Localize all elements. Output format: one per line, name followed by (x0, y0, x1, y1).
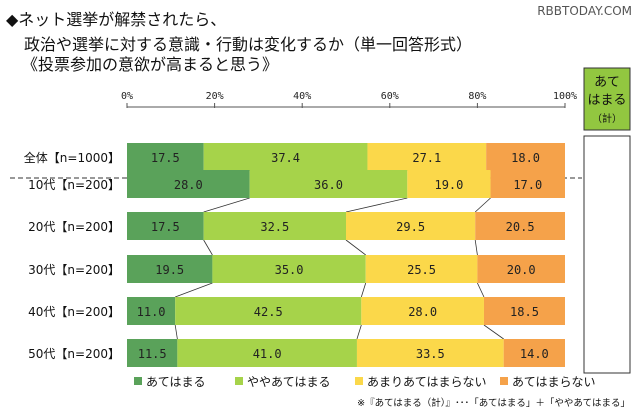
bar-segment (346, 212, 476, 240)
data-label: 29.5 (396, 220, 425, 234)
connector-line (474, 197, 491, 213)
data-label: 36.0 (314, 178, 343, 192)
connector-line (175, 282, 213, 298)
data-label: 17.5 (151, 220, 180, 234)
x-tick-label: 0% (121, 91, 133, 102)
watermark: RBBTODAY.COM (537, 4, 632, 18)
bar-segment (486, 143, 565, 171)
data-label: 28.0 (408, 305, 437, 319)
bar-segment (361, 297, 484, 325)
data-label: 11.0 (137, 305, 166, 319)
legend-label: あてはまる (146, 375, 206, 389)
chart-title-line2: 政治や選挙に対する意識・行動は変化するか（単一回答形式） (24, 35, 473, 54)
bar-segment (127, 170, 250, 198)
legend-label: あてはまらない (512, 375, 596, 389)
connector-line (477, 282, 485, 298)
category-label: 50代【n=200】 (28, 347, 120, 361)
legend-label: ややあてはまる (247, 375, 331, 389)
connector-line (483, 324, 504, 340)
data-label: 25.5 (407, 263, 436, 277)
legend-swatch (355, 377, 363, 385)
bar-segment (407, 170, 491, 198)
bar-segment (365, 255, 478, 283)
data-label: 18.0 (511, 151, 540, 165)
connector-line (474, 239, 478, 256)
x-tick-label: 100% (553, 91, 577, 102)
legend-swatch (500, 377, 508, 385)
bar-segment (127, 297, 176, 325)
bar-segment (490, 170, 565, 198)
bar-segment (175, 297, 362, 325)
data-label: 19.5 (155, 263, 184, 277)
legend-label: あまりあてはまらない (367, 375, 487, 389)
bar-segment (203, 143, 368, 171)
x-tick-label: 60% (381, 91, 399, 102)
connector-line (174, 324, 178, 340)
connector-line (203, 197, 250, 213)
connector-line (360, 282, 367, 298)
data-label: 20.0 (507, 263, 536, 277)
data-label: 17.0 (513, 178, 542, 192)
chart-title-line1: ◆ネット選挙が解禁されたら、 (6, 10, 227, 29)
bar-segment (356, 339, 504, 367)
data-label: 27.1 (412, 151, 441, 165)
data-label: 19.0 (434, 178, 463, 192)
connector-line (203, 239, 213, 256)
data-label: 28.0 (174, 178, 203, 192)
bar-segment (503, 339, 565, 367)
category-label: 30代【n=200】 (28, 263, 120, 277)
total-header-text: あて (594, 75, 620, 90)
data-label: 18.5 (510, 305, 539, 319)
bar-segment (203, 212, 346, 240)
data-label: 35.0 (275, 263, 304, 277)
category-label: 40代【n=200】 (28, 305, 120, 319)
total-header-text: はまる (587, 93, 626, 108)
connector-line (356, 324, 362, 340)
data-label: 32.5 (260, 220, 289, 234)
footnote: ※『あてはまる（計）』･･･「あてはまる」＋「ややあてはまる」 (357, 397, 630, 409)
x-tick-label: 40% (293, 91, 311, 102)
total-header-box (583, 67, 631, 131)
data-label: 41.0 (253, 347, 282, 361)
category-label: 全体【n=1000】 (24, 150, 120, 165)
data-label: 20.5 (506, 220, 535, 234)
category-label: 20代【n=200】 (28, 220, 120, 234)
bar-segment (127, 339, 178, 367)
bar-segment (127, 255, 213, 283)
connector-line (345, 239, 366, 256)
bar-segment (212, 255, 366, 283)
category-label: 10代【n=200】 (28, 178, 120, 192)
bar-segment (177, 339, 357, 367)
data-label: 37.4 (271, 151, 300, 165)
bar-segment (127, 143, 204, 171)
legend-swatch (235, 377, 243, 385)
legend-swatch (134, 377, 142, 385)
bar-segment (127, 212, 204, 240)
data-label: 42.5 (254, 305, 283, 319)
bar-segment (477, 255, 565, 283)
x-tick-label: 20% (206, 91, 224, 102)
data-label: 11.5 (138, 347, 167, 361)
bar-segment (249, 170, 408, 198)
x-tick-label: 80% (468, 91, 486, 102)
data-label: 14.0 (520, 347, 549, 361)
data-label: 17.5 (151, 151, 180, 165)
total-header-text: （計） (592, 112, 622, 125)
bar-segment (367, 143, 487, 171)
connector-line (345, 197, 408, 213)
bar-segment (483, 297, 565, 325)
data-label: 33.5 (416, 347, 445, 361)
chart-title-line3: 《投票参加の意欲が高まると思う》 (22, 55, 279, 74)
total-column-box (583, 135, 631, 374)
bar-segment (475, 212, 565, 240)
